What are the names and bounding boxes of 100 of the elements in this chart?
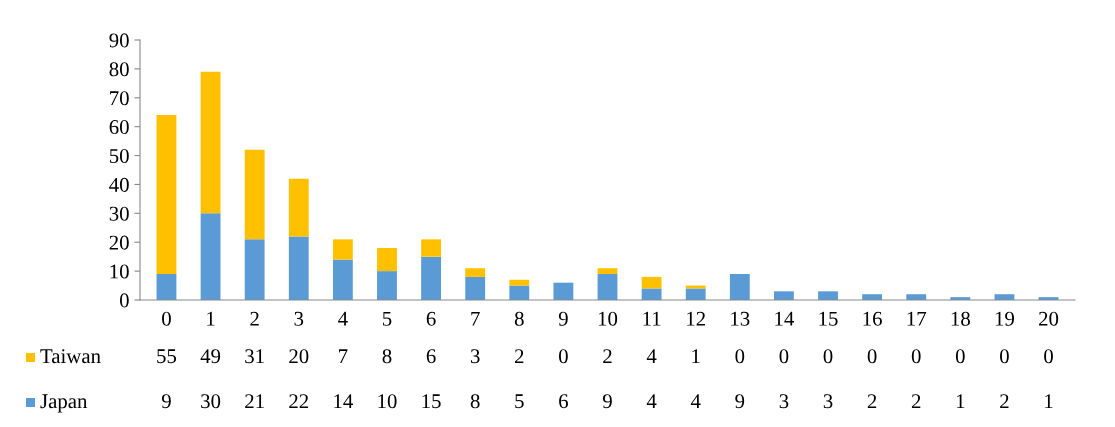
data-label: 55	[157, 349, 177, 364]
data-label: 8	[382, 349, 392, 364]
data-label: 31	[245, 349, 264, 364]
y-tick-label: 50	[109, 148, 129, 163]
bar	[729, 274, 750, 300]
bar	[156, 115, 177, 274]
data-label: 10	[378, 394, 397, 409]
x-tick-label: 20	[1039, 311, 1059, 326]
data-label: 1	[1045, 394, 1053, 409]
data-label: 0	[955, 349, 965, 364]
data-label: 14	[334, 394, 353, 409]
data-label: 22	[289, 394, 309, 409]
data-label: 8	[470, 394, 480, 409]
data-label: 20	[289, 349, 309, 364]
bar	[244, 149, 265, 240]
y-tick-label: 0	[119, 293, 129, 308]
data-label: 3	[779, 394, 789, 409]
data-label: 0	[823, 349, 833, 364]
data-label: 9	[735, 394, 745, 409]
y-tick-label: 40	[109, 177, 129, 192]
bar	[773, 291, 794, 300]
data-label: 0	[558, 349, 568, 364]
y-tick-label: 30	[109, 206, 129, 221]
x-tick-label: 13	[731, 311, 750, 326]
y-tick-label: 90	[109, 33, 129, 48]
bar	[288, 236, 309, 300]
data-label: 9	[602, 394, 612, 409]
data-label: 15	[422, 394, 441, 409]
y-tick-label: 70	[110, 91, 129, 106]
x-tick-label: 19	[995, 311, 1014, 326]
data-label: 4	[646, 349, 657, 364]
bar	[244, 239, 265, 300]
x-tick-label: 0	[162, 311, 171, 326]
bar	[200, 213, 221, 300]
bar	[685, 288, 706, 300]
bar	[332, 259, 353, 300]
data-label: 3	[470, 349, 480, 364]
data-label: 7	[339, 349, 348, 364]
bar	[553, 282, 574, 300]
x-tick-label: 18	[951, 311, 970, 326]
data-label: 9	[161, 394, 171, 409]
data-label: 4	[646, 394, 657, 409]
data-label: 0	[911, 349, 921, 364]
legend-label: Japan	[40, 394, 88, 413]
x-tick-label: 12	[687, 311, 705, 326]
bar	[200, 71, 221, 214]
y-tick-label: 80	[109, 62, 129, 77]
bar	[641, 276, 662, 289]
data-label: 1	[692, 349, 700, 364]
y-tick-label: 20	[109, 235, 129, 250]
data-label: 2	[603, 349, 612, 364]
bar	[597, 274, 618, 300]
x-tick-label: 1	[207, 311, 215, 326]
x-tick-label: 2	[250, 311, 259, 326]
x-tick-label: 10	[598, 311, 618, 326]
x-tick-label: 6	[426, 311, 436, 326]
data-label: 0	[867, 349, 877, 364]
data-label: 49	[200, 349, 221, 364]
x-tick-label: 16	[863, 311, 882, 326]
legend-label: Taiwan	[40, 349, 101, 364]
data-label: 0	[735, 349, 745, 364]
x-tick-label: 15	[819, 311, 838, 326]
x-tick-label: 3	[294, 311, 304, 326]
bar	[332, 239, 353, 260]
x-tick-label: 11	[643, 311, 661, 326]
data-label: 6	[559, 394, 568, 409]
y-tick-label: 10	[110, 264, 129, 279]
data-label: 2	[867, 394, 877, 409]
bar	[288, 178, 309, 237]
data-label: 30	[201, 394, 221, 409]
x-tick-label: 8	[514, 311, 524, 326]
x-tick-label: 5	[382, 311, 392, 326]
data-label: 4	[690, 394, 701, 409]
data-label: 2	[515, 349, 524, 364]
data-label: 2	[1000, 394, 1009, 409]
x-tick-label: 17	[907, 311, 927, 326]
bar	[509, 279, 530, 286]
bar	[597, 268, 618, 274]
data-label: 3	[823, 394, 833, 409]
data-label: 0	[1000, 349, 1009, 364]
y-tick-label: 60	[109, 120, 129, 135]
data-label: 0	[1044, 349, 1053, 364]
data-label: 1	[956, 394, 965, 409]
bar	[377, 271, 397, 300]
data-label: 21	[245, 394, 264, 409]
x-tick-label: 4	[338, 311, 348, 326]
bar	[509, 285, 530, 300]
x-tick-label: 14	[775, 311, 795, 326]
data-label: 5	[515, 394, 524, 409]
bar	[465, 268, 486, 277]
data-label: 6	[426, 349, 436, 364]
data-label: 2	[911, 394, 921, 409]
bar	[641, 288, 662, 300]
bar	[421, 239, 442, 257]
bar	[377, 248, 397, 272]
x-tick-label: 9	[558, 311, 568, 326]
bar	[465, 276, 486, 300]
data-label: 0	[779, 349, 789, 364]
bar	[421, 256, 442, 300]
bar	[156, 274, 177, 300]
